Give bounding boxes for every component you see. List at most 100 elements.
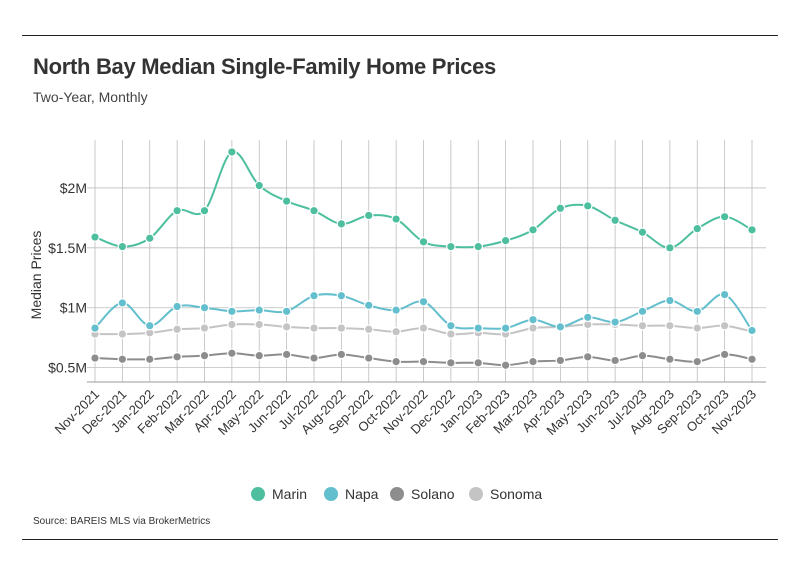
data-point-sonoma bbox=[719, 320, 730, 331]
legend-marker-napa bbox=[324, 487, 338, 501]
y-tick-label: $2M bbox=[60, 180, 87, 196]
data-point-solano bbox=[391, 356, 401, 367]
data-point-marin bbox=[144, 233, 155, 244]
data-point-marin bbox=[418, 237, 429, 247]
data-point-sonoma bbox=[418, 323, 429, 333]
data-point-solano bbox=[610, 355, 620, 366]
data-point-solano bbox=[117, 354, 128, 365]
data-point-sonoma bbox=[692, 323, 703, 333]
data-point-napa bbox=[363, 300, 374, 311]
legend-label-napa: Napa bbox=[345, 486, 379, 502]
top-rule bbox=[22, 35, 778, 36]
data-point-solano bbox=[336, 349, 347, 360]
data-point-sonoma bbox=[117, 329, 128, 339]
legend-label-solano: Solano bbox=[411, 486, 455, 502]
data-point-napa bbox=[227, 306, 237, 317]
data-point-sonoma bbox=[309, 323, 319, 333]
data-point-marin bbox=[391, 214, 401, 224]
data-point-sonoma bbox=[363, 324, 374, 335]
chart-subtitle: Two-Year, Monthly bbox=[33, 89, 148, 105]
data-point-sonoma bbox=[665, 320, 675, 331]
data-point-napa bbox=[610, 317, 620, 327]
data-point-solano bbox=[473, 358, 484, 368]
data-point-sonoma bbox=[446, 329, 456, 339]
y-tick-label: $1M bbox=[60, 300, 87, 316]
data-point-marin bbox=[747, 225, 757, 235]
chart-title: North Bay Median Single-Family Home Pric… bbox=[33, 54, 496, 79]
data-point-solano bbox=[582, 352, 593, 362]
data-point-marin bbox=[555, 203, 566, 214]
data-point-solano bbox=[747, 354, 757, 365]
data-point-napa bbox=[555, 322, 566, 332]
data-point-solano bbox=[692, 356, 703, 367]
data-point-marin bbox=[117, 241, 128, 252]
legend-label-sonoma: Sonoma bbox=[490, 486, 542, 502]
data-point-marin bbox=[692, 223, 703, 234]
data-point-sonoma bbox=[528, 323, 538, 333]
legend-label-marin: Marin bbox=[272, 486, 307, 502]
data-point-marin bbox=[309, 205, 319, 216]
data-point-solano bbox=[528, 356, 538, 367]
data-point-marin bbox=[227, 147, 237, 157]
data-point-napa bbox=[473, 323, 484, 333]
data-point-marin bbox=[446, 241, 456, 252]
data-point-solano bbox=[172, 352, 182, 362]
data-point-marin bbox=[254, 180, 265, 191]
data-point-napa bbox=[199, 302, 210, 313]
data-point-sonoma bbox=[281, 322, 292, 332]
data-point-napa bbox=[254, 305, 265, 315]
data-point-napa bbox=[391, 305, 401, 315]
data-point-solano bbox=[500, 360, 511, 371]
data-point-sonoma bbox=[391, 326, 401, 337]
data-point-marin bbox=[363, 210, 374, 221]
series-marin bbox=[90, 147, 757, 253]
data-point-marin bbox=[500, 235, 511, 246]
data-point-napa bbox=[500, 323, 511, 333]
legend: Marin Napa Solano Sonoma bbox=[251, 486, 542, 502]
legend-marker-sonoma bbox=[469, 487, 483, 501]
data-point-napa bbox=[637, 306, 648, 317]
data-point-napa bbox=[281, 306, 292, 317]
data-point-sonoma bbox=[227, 319, 237, 330]
data-point-solano bbox=[281, 349, 292, 360]
data-point-napa bbox=[747, 325, 757, 336]
grid-lines bbox=[87, 140, 766, 382]
data-point-napa bbox=[665, 295, 675, 306]
data-point-marin bbox=[610, 215, 620, 226]
series-napa bbox=[90, 289, 757, 336]
data-point-napa bbox=[117, 298, 128, 308]
data-point-napa bbox=[692, 306, 703, 317]
data-point-solano bbox=[719, 349, 730, 360]
y-tick-label: $0.5M bbox=[48, 360, 87, 376]
data-point-sonoma bbox=[254, 319, 265, 330]
data-point-solano bbox=[254, 350, 265, 361]
data-point-marin bbox=[665, 243, 675, 253]
data-point-marin bbox=[637, 227, 648, 238]
data-point-solano bbox=[90, 353, 100, 363]
source-note: Source: BAREIS MLS via BrokerMetrics bbox=[33, 516, 211, 527]
data-point-sonoma bbox=[199, 323, 210, 333]
data-point-marin bbox=[336, 219, 347, 229]
data-point-solano bbox=[144, 354, 155, 365]
data-point-marin bbox=[719, 211, 730, 222]
data-point-napa bbox=[719, 289, 730, 300]
data-point-solano bbox=[665, 354, 675, 365]
data-point-napa bbox=[582, 312, 593, 323]
data-point-napa bbox=[309, 290, 319, 301]
data-point-sonoma bbox=[637, 320, 648, 331]
data-point-napa bbox=[418, 296, 429, 307]
data-point-marin bbox=[172, 205, 182, 216]
data-point-marin bbox=[281, 196, 292, 206]
data-point-solano bbox=[309, 353, 319, 363]
data-point-solano bbox=[363, 353, 374, 363]
data-point-solano bbox=[446, 358, 456, 368]
data-point-marin bbox=[473, 241, 484, 252]
data-point-marin bbox=[90, 232, 100, 242]
y-axis-label: Median Prices bbox=[28, 231, 44, 320]
data-point-napa bbox=[446, 320, 456, 331]
data-point-napa bbox=[336, 290, 347, 301]
data-point-marin bbox=[199, 205, 210, 216]
data-point-napa bbox=[528, 314, 538, 325]
data-point-solano bbox=[418, 356, 429, 367]
data-point-solano bbox=[199, 350, 210, 361]
